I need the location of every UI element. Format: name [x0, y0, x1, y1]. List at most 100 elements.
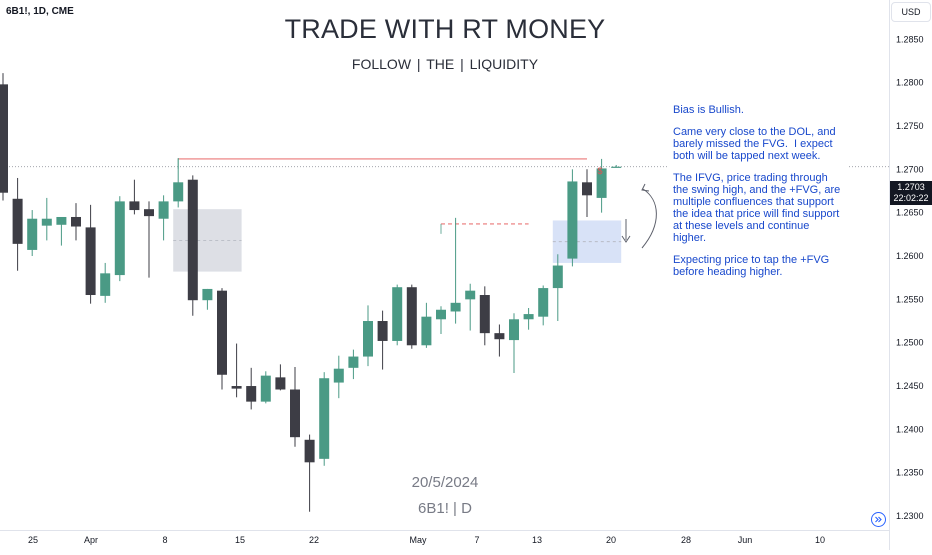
candle — [100, 262, 111, 303]
price-tick-label: 1.2800 — [896, 78, 924, 88]
candle-body — [392, 287, 403, 341]
candle-body — [217, 290, 227, 375]
candle — [304, 434, 315, 512]
candle-body — [523, 314, 534, 320]
candle-body — [114, 201, 125, 276]
symbol-label[interactable]: 6B1!, 1D, CME — [6, 6, 74, 17]
candle-body — [319, 378, 330, 459]
candle — [260, 371, 271, 404]
candle — [363, 305, 373, 367]
price-tick-label: 1.2300 — [896, 511, 924, 521]
candle — [202, 288, 213, 310]
price-tick-label: 1.2700 — [896, 164, 924, 174]
candle-body — [333, 368, 344, 383]
candle — [596, 158, 607, 213]
watermark-symbol: 6B1! | D — [418, 500, 472, 517]
candle-body — [246, 386, 257, 402]
time-tick-label: Jun — [738, 535, 753, 545]
candle-body — [509, 319, 519, 341]
candle-body — [450, 302, 461, 312]
candle — [421, 302, 432, 348]
price-axis[interactable]: 1.2300 1.2350 1.2400 1.2450 1.2500 1.2550 1.26… — [896, 34, 924, 521]
candle — [582, 169, 592, 217]
candle — [231, 343, 242, 398]
price-tick-label: 1.2750 — [896, 121, 924, 131]
candle — [538, 285, 549, 326]
candle-body — [0, 84, 8, 193]
analysis-note[interactable]: Bias is Bullish. Came very close to the … — [669, 102, 849, 278]
candle — [509, 313, 519, 374]
note-paragraph: Came very close to the DOL, and barely m… — [673, 126, 839, 162]
candle-body — [494, 333, 505, 340]
candle-body — [144, 209, 154, 217]
candle — [71, 203, 81, 241]
fvg-zone — [552, 220, 622, 263]
candle — [552, 254, 563, 322]
price-tick-label: 1.2450 — [896, 381, 924, 391]
time-axis[interactable]: 25 Apr 8 15 22 May 7 13 20 28 Jun 10 — [28, 535, 825, 545]
price-tick-label: 1.2600 — [896, 251, 924, 261]
price-tick-label: 1.2350 — [896, 468, 924, 478]
candle-body — [596, 168, 607, 198]
candle-body — [421, 316, 432, 346]
time-tick-label: 15 — [235, 535, 245, 545]
candle — [377, 310, 388, 370]
candle-body — [231, 386, 242, 389]
candle — [217, 288, 227, 390]
time-tick-label: 13 — [532, 535, 542, 545]
candle — [290, 366, 300, 447]
candle-body — [202, 288, 213, 301]
candle — [144, 201, 154, 278]
page-subtitle: FOLLOW | THE | LIQUIDITY — [351, 56, 539, 72]
candle-body — [436, 309, 446, 320]
candle-body — [290, 389, 300, 438]
price-tick-label: 1.2550 — [896, 294, 924, 304]
candle-body — [582, 182, 592, 196]
price-tick-label: 1.2650 — [896, 208, 924, 218]
curved-arrow-icon — [641, 183, 657, 249]
currency-button[interactable]: USD — [891, 2, 931, 22]
candle-body — [100, 273, 111, 296]
candle-body — [275, 377, 286, 390]
candle — [41, 197, 52, 241]
time-tick-label: 8 — [162, 535, 167, 545]
price-tick-label: 1.2850 — [896, 34, 924, 44]
candle — [333, 355, 344, 399]
time-tick-label: 25 — [28, 535, 38, 545]
candle-body — [348, 356, 359, 368]
candle-body — [538, 288, 549, 317]
candle — [85, 204, 96, 304]
candle — [129, 179, 140, 215]
ifvg-zone — [173, 209, 242, 272]
candle-body — [260, 375, 271, 402]
candle — [275, 364, 286, 391]
candle-body — [71, 216, 81, 227]
time-tick-label: May — [409, 535, 427, 545]
candle-body — [187, 179, 198, 301]
candle — [567, 169, 578, 267]
candle-body — [465, 290, 476, 300]
candle-body — [12, 198, 23, 244]
goto-realtime-icon[interactable] — [871, 512, 886, 527]
down-arrow-icon — [621, 219, 631, 243]
time-tick-label: 7 — [474, 535, 479, 545]
candle — [173, 158, 184, 208]
page-title: TRADE WITH RT MONEY — [284, 14, 606, 44]
candle — [114, 196, 125, 282]
candle — [56, 216, 67, 246]
candle-body — [85, 227, 96, 296]
candle-body — [611, 166, 622, 168]
note-paragraph: The IFVG, price trading through the swin… — [673, 172, 844, 244]
candle-body — [304, 439, 315, 463]
candle — [27, 210, 38, 256]
candle — [450, 217, 461, 324]
price-tick-label: 1.2400 — [896, 424, 924, 434]
candle — [158, 195, 169, 241]
candle-body — [552, 265, 563, 289]
candle-body — [479, 295, 490, 334]
candle-body — [377, 321, 388, 341]
candle — [0, 73, 8, 201]
last-price-tag: 1.2703 22:02:22 — [890, 181, 932, 205]
